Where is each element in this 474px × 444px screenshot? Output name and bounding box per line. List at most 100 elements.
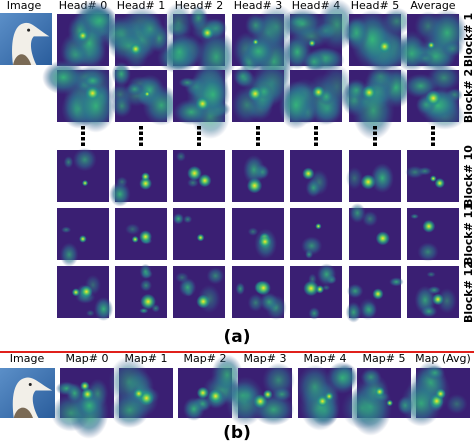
hotspot [252, 38, 259, 46]
hotspot [316, 395, 329, 408]
activation [76, 392, 103, 419]
input-image [0, 368, 55, 418]
activation [305, 178, 322, 198]
activation [163, 2, 194, 43]
row-label: Block# 12 [462, 261, 474, 323]
image-label: Image [10, 352, 45, 365]
activation [139, 263, 152, 280]
heatmap [405, 150, 459, 202]
hotspot [79, 235, 87, 243]
heatmap [407, 208, 459, 262]
hotspot [139, 230, 152, 244]
ellipsis-dot [197, 131, 201, 135]
activation [61, 226, 72, 234]
activation [358, 298, 378, 321]
hotspot [302, 167, 315, 180]
wing [13, 54, 32, 65]
activation [389, 277, 404, 287]
eye [27, 28, 31, 32]
heatmap [407, 266, 459, 318]
hotspot [253, 394, 268, 409]
activation [62, 43, 89, 67]
activation [163, 33, 196, 71]
heatmap [394, 9, 468, 73]
ellipsis-dot [197, 126, 201, 130]
hotspot [386, 399, 393, 407]
row-label: Block# 1 [462, 13, 474, 67]
ellipsis-dot [431, 142, 435, 146]
hotspot [258, 235, 272, 249]
heatmap [290, 263, 342, 320]
activation [111, 61, 132, 87]
activation [362, 210, 378, 227]
activation [243, 154, 265, 185]
hotspot [422, 219, 436, 233]
hotspot [256, 280, 271, 296]
activation [437, 288, 457, 314]
activation [247, 293, 264, 312]
hotspot [187, 165, 202, 181]
hotspot [129, 43, 142, 55]
activation [345, 301, 362, 323]
hotspot [141, 172, 150, 182]
hotspot [372, 288, 384, 300]
ellipsis-dot [81, 126, 85, 130]
heatmap [232, 208, 284, 260]
hotspot [139, 177, 152, 190]
ellipsis-dot [314, 131, 318, 135]
heatmap [400, 360, 470, 427]
hotspot [362, 85, 377, 100]
hotspot [375, 231, 390, 246]
activation [322, 284, 331, 291]
heatmap [232, 266, 287, 321]
hotspot [131, 235, 139, 243]
ellipsis-dot [197, 142, 201, 146]
activation [349, 203, 366, 224]
activation [326, 361, 359, 395]
eye [28, 383, 32, 386]
column-label: Map# 5 [363, 352, 406, 365]
hotspot [196, 386, 209, 399]
activation [278, 80, 314, 130]
activation [42, 60, 85, 95]
activation [301, 236, 323, 256]
activation [441, 40, 464, 57]
hotspot [71, 288, 80, 297]
activation [259, 292, 279, 312]
activation [308, 307, 321, 320]
heatmap [173, 266, 225, 318]
heatmap [115, 208, 167, 260]
heatmap [57, 147, 109, 202]
hotspot [195, 96, 210, 111]
activation [86, 309, 95, 317]
heatmap [173, 150, 225, 202]
activation [345, 166, 363, 190]
ellipsis-dot [431, 137, 435, 141]
ellipsis-dot [81, 131, 85, 135]
hotspot [81, 180, 89, 187]
activation [302, 51, 326, 73]
activation [235, 282, 245, 296]
activation [94, 297, 114, 321]
activation [343, 16, 370, 51]
ellipsis-dot [81, 142, 85, 146]
ellipsis-dot [314, 126, 318, 130]
activation [106, 30, 151, 62]
heatmap [57, 266, 114, 321]
activation [178, 77, 196, 88]
hotspot [140, 293, 156, 310]
activation [272, 387, 292, 402]
column-label: Map (Avg) [415, 352, 471, 365]
activation [183, 215, 193, 224]
activation [394, 35, 429, 72]
activation [139, 307, 149, 314]
hotspot [429, 175, 437, 182]
activation [247, 227, 259, 236]
activation [346, 283, 364, 299]
hotspot [196, 233, 205, 242]
heatmap [290, 208, 342, 260]
activation [125, 223, 141, 235]
activation [316, 263, 337, 286]
hotspot [308, 39, 316, 47]
activation [410, 213, 419, 220]
